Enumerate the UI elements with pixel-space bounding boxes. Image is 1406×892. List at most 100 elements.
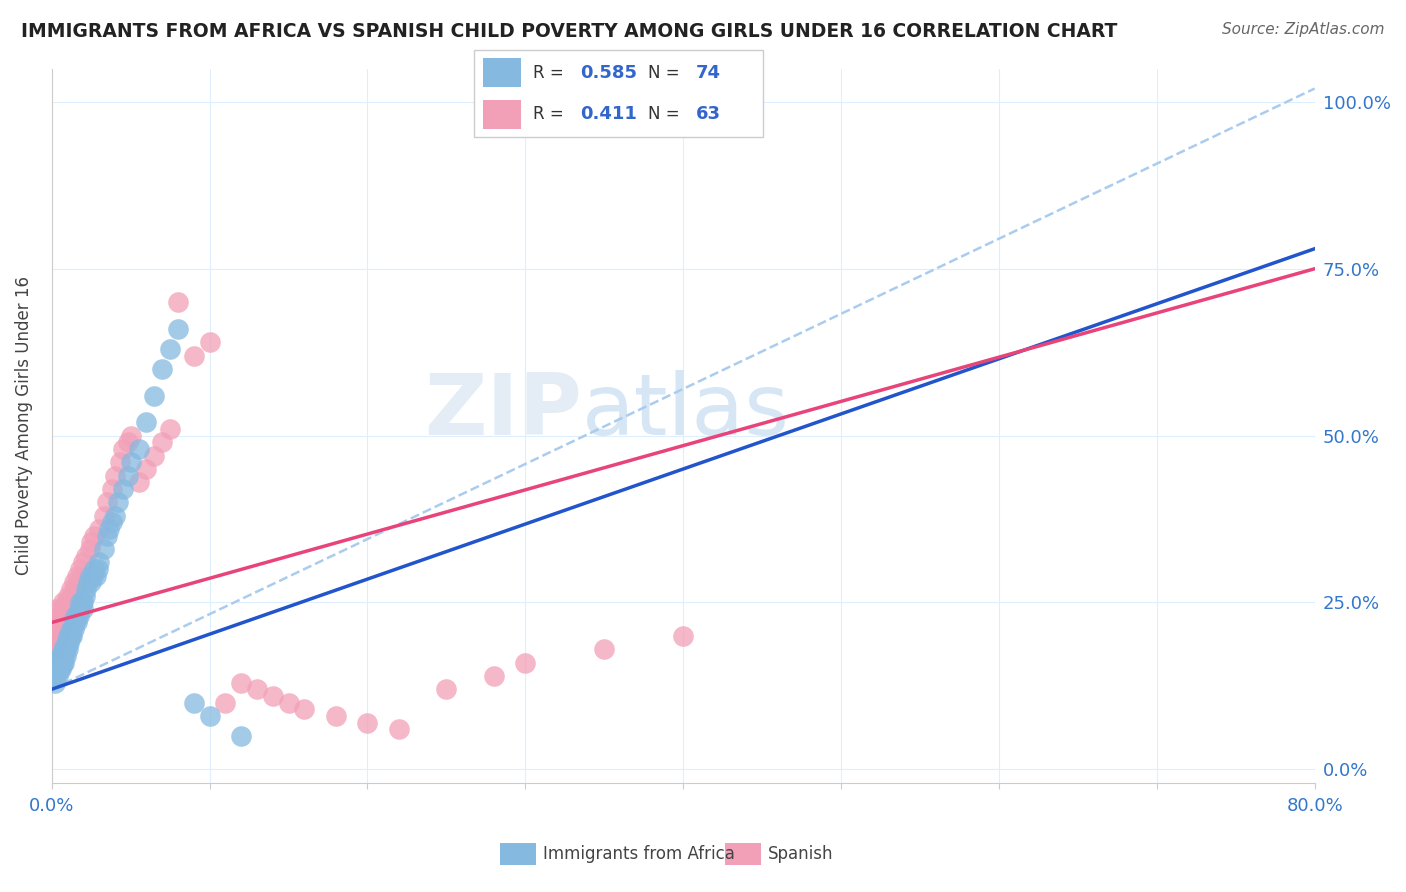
Text: N =: N = (648, 64, 685, 82)
Point (97, 522, 120, 536)
Point (515, 656, 537, 670)
Point (325, 709, 347, 723)
Point (51, 662, 73, 676)
Point (159, 422, 181, 436)
Point (135, 462, 157, 476)
Point (60, 629, 83, 643)
Point (51, 615, 73, 630)
Point (53, 602, 76, 616)
Point (246, 682, 269, 697)
Point (69, 602, 91, 616)
Point (70, 595, 93, 609)
Point (63, 622, 86, 636)
Point (292, 702, 315, 716)
Point (73, 589, 96, 603)
Point (107, 495, 129, 509)
Point (482, 669, 505, 683)
Text: Source: ZipAtlas.com: Source: ZipAtlas.com (1222, 22, 1385, 37)
Text: Spanish: Spanish (768, 845, 834, 863)
Point (56, 589, 79, 603)
Point (56, 642, 79, 657)
Point (58, 595, 80, 609)
Point (55, 595, 77, 609)
Text: 0.411: 0.411 (581, 105, 637, 123)
Point (60, 589, 83, 603)
Point (87, 522, 110, 536)
Text: 63: 63 (696, 105, 720, 123)
Point (48, 629, 70, 643)
Point (45, 656, 67, 670)
Point (65, 608, 87, 623)
Point (214, 696, 236, 710)
Point (52, 656, 75, 670)
Point (104, 468, 127, 483)
Point (117, 468, 139, 483)
Point (83, 529, 105, 543)
Point (388, 723, 411, 737)
Point (356, 715, 378, 730)
Point (198, 709, 221, 723)
Point (45, 669, 67, 683)
Point (51, 602, 73, 616)
Point (48, 662, 70, 676)
Point (53, 648, 76, 663)
Point (67, 575, 90, 590)
Point (150, 362, 173, 376)
Point (55, 648, 77, 663)
Point (198, 335, 221, 350)
Point (55, 642, 77, 657)
Point (100, 516, 122, 530)
Point (55, 608, 77, 623)
Point (46, 669, 69, 683)
Point (59, 622, 82, 636)
Point (77, 575, 100, 590)
Point (45, 622, 67, 636)
Text: 74: 74 (696, 64, 720, 82)
Point (48, 608, 70, 623)
FancyBboxPatch shape (474, 50, 763, 137)
Point (69, 562, 91, 576)
Point (111, 482, 134, 496)
Point (52, 608, 75, 623)
Point (63, 615, 86, 630)
Point (117, 435, 139, 450)
Point (79, 542, 101, 557)
Point (65, 582, 87, 596)
Point (67, 608, 90, 623)
Point (46, 615, 69, 630)
Point (96, 495, 118, 509)
Point (159, 342, 181, 356)
Point (42, 629, 65, 643)
Point (56, 635, 79, 649)
FancyBboxPatch shape (482, 58, 522, 87)
Point (111, 442, 134, 456)
Point (48, 656, 70, 670)
Point (277, 696, 299, 710)
Point (72, 556, 94, 570)
Point (51, 648, 73, 663)
Point (72, 595, 94, 609)
Point (120, 428, 142, 442)
Text: R =: R = (533, 64, 569, 82)
Text: 0.585: 0.585 (581, 64, 637, 82)
Point (104, 508, 127, 523)
Text: N =: N = (648, 105, 685, 123)
Y-axis label: Child Poverty Among Girls Under 16: Child Poverty Among Girls Under 16 (15, 277, 32, 575)
Point (108, 455, 131, 469)
Point (72, 602, 94, 616)
Point (231, 675, 253, 690)
Point (66, 608, 89, 623)
Point (48, 648, 70, 663)
Point (262, 689, 284, 703)
Point (93, 508, 115, 523)
Point (63, 575, 86, 590)
Point (128, 442, 150, 456)
Point (55, 635, 77, 649)
Point (93, 542, 115, 557)
Point (87, 556, 110, 570)
Point (70, 568, 93, 582)
Point (143, 449, 166, 463)
Point (44, 615, 66, 630)
Point (143, 388, 166, 402)
Point (69, 595, 91, 609)
